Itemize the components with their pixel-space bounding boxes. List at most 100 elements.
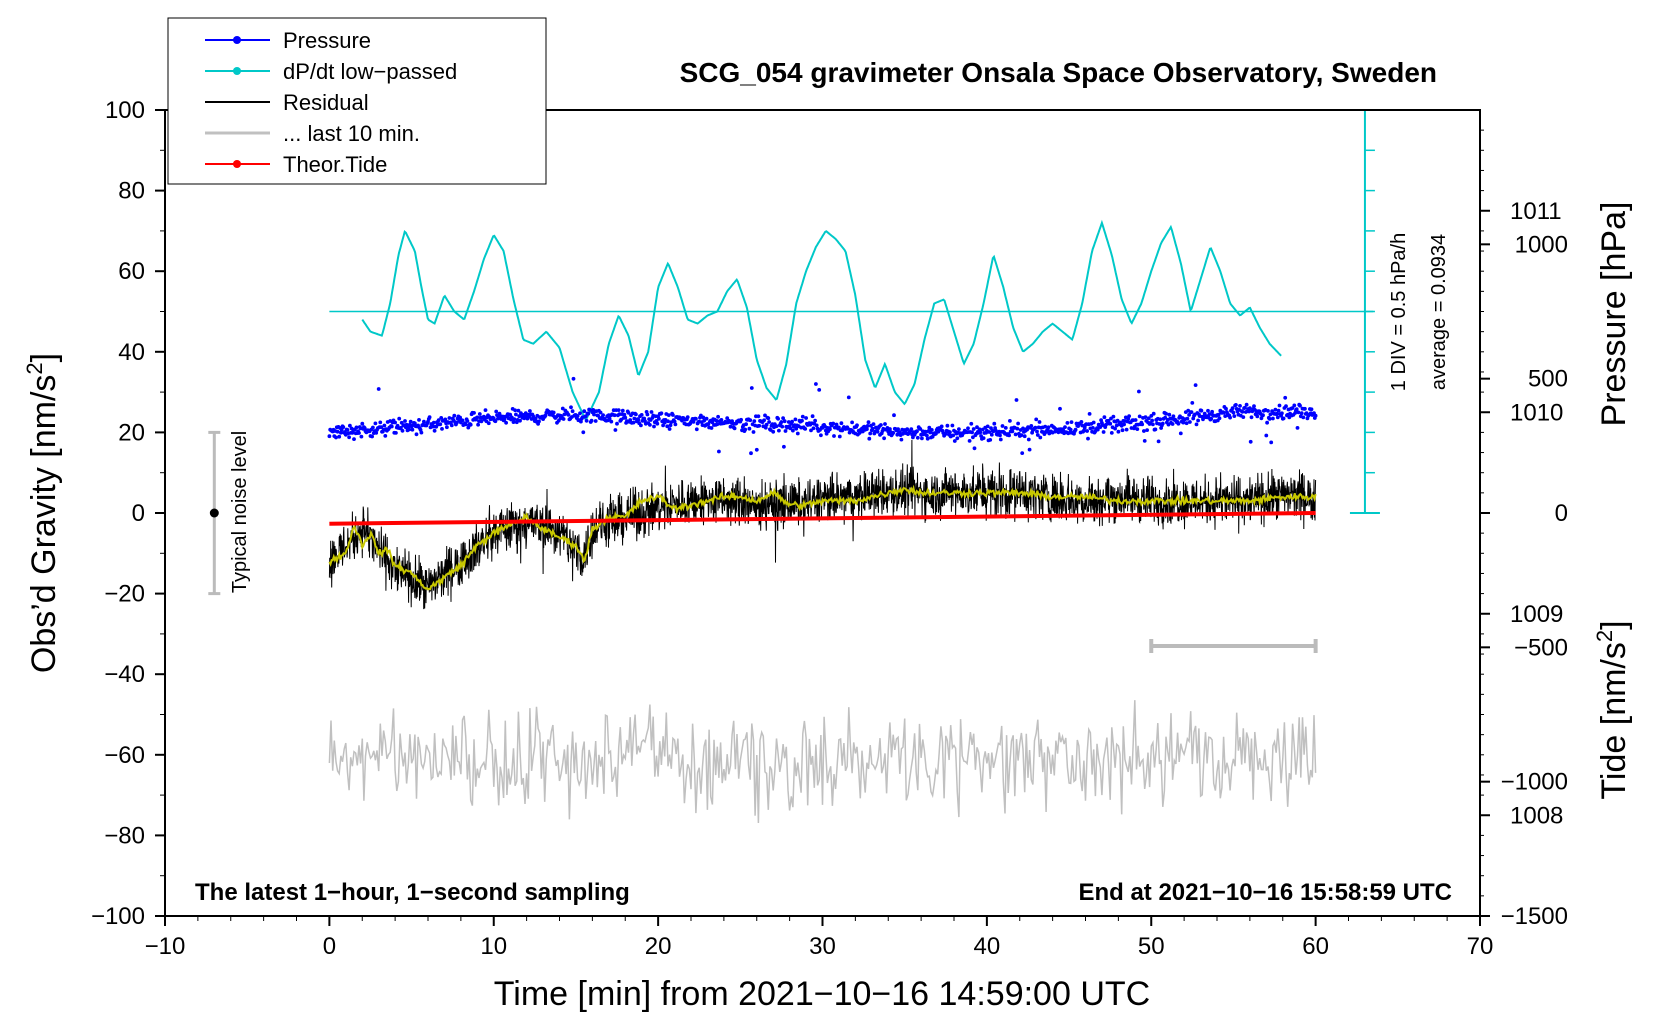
pressure-point (460, 418, 465, 423)
pressure-point (1252, 404, 1256, 409)
pressure-point (945, 423, 950, 428)
y-left-tick-label: −40 (104, 661, 145, 688)
pressure-point (1026, 437, 1031, 442)
pressure-point (468, 422, 473, 427)
pressure-point (631, 420, 636, 425)
pressure-point (955, 436, 960, 441)
pressure-point (1221, 410, 1226, 415)
pressure-point (701, 415, 706, 420)
pressure-point (819, 433, 823, 438)
pressure-point (449, 420, 453, 425)
pressure-point (628, 418, 633, 422)
pressure-point (892, 413, 896, 418)
pressure-point (1124, 427, 1129, 432)
pressure-point (1243, 405, 1247, 410)
pressure-point (985, 424, 990, 429)
pressure-point (948, 430, 952, 435)
pressure-point (362, 426, 367, 430)
pressure-point (1080, 423, 1085, 428)
pressure-point (868, 431, 873, 436)
pressure-point (378, 420, 383, 425)
pressure-point (472, 411, 476, 415)
pressure-point (715, 422, 720, 427)
legend-marker (233, 160, 241, 168)
pressure-point (668, 423, 673, 428)
pressure-point (339, 428, 344, 432)
pressure-point (493, 419, 498, 424)
pressure-point (1264, 433, 1269, 438)
pressure-point (1137, 389, 1141, 394)
x-axis-label: Time [min] from 2021−10−16 14:59:00 UTC (494, 975, 1150, 1013)
pressure-point (739, 417, 743, 422)
pressure-point (1294, 407, 1299, 412)
pressure-point (915, 429, 919, 434)
y-left-tick-label: 20 (118, 419, 145, 446)
pressure-point (593, 419, 598, 423)
pressure-point (400, 428, 405, 433)
pressure-point (871, 422, 876, 426)
pressure-point (1202, 411, 1207, 416)
pressure-point (1277, 403, 1282, 408)
tide-line (329, 511, 1316, 526)
pressure-point (1122, 422, 1126, 427)
pressure-point (511, 420, 516, 424)
pressure-point (1146, 416, 1151, 421)
pressure-point (756, 414, 761, 419)
pressure-point (1013, 432, 1018, 437)
pressure-point (639, 423, 643, 428)
pressure-point (1037, 420, 1042, 424)
pressure-point (883, 422, 887, 426)
y-left-label-main: Obs’d Gravity [nm/s (25, 375, 63, 674)
pressure-point (546, 409, 551, 414)
pressure-point (777, 428, 781, 433)
pressure-point (440, 427, 444, 431)
pressure-point (891, 430, 896, 435)
pressure-point (616, 408, 621, 412)
tide-tick-label: −500 (1514, 634, 1568, 661)
pressure-point (1145, 428, 1149, 432)
pressure-point (1199, 408, 1204, 413)
pressure-point (1069, 420, 1074, 424)
pressure-point (925, 436, 930, 441)
pressure-point (1196, 418, 1200, 423)
pressure-point (791, 428, 795, 433)
pressure-point (716, 414, 720, 419)
pressure-point (1275, 411, 1279, 416)
pressure-point (1284, 404, 1288, 409)
pressure-point (1228, 415, 1232, 420)
pressure-point (1043, 424, 1048, 429)
x-tick-label: 0 (323, 933, 336, 960)
pressure-point (714, 418, 719, 423)
tide-tick-label: −1000 (1501, 769, 1568, 796)
pressure-point (1167, 412, 1172, 417)
pressure-point (846, 395, 851, 400)
x-tick-label: 50 (1138, 933, 1165, 960)
pressure-point (1158, 417, 1163, 422)
pressure-point (1091, 426, 1095, 430)
pressure-point (666, 413, 671, 417)
pressure-point (897, 430, 902, 434)
pressure-point (431, 420, 436, 425)
legend-label: Residual (283, 90, 369, 115)
pressure-point (1313, 413, 1318, 418)
pressure-point (514, 412, 518, 417)
pressure-point (1135, 427, 1140, 431)
pressure-point (648, 423, 652, 427)
pressure-point (1309, 407, 1314, 412)
pressure-point (1281, 416, 1286, 421)
pressure-point (1133, 418, 1138, 422)
footer-left-note: The latest 1−hour, 1−second sampling (195, 879, 630, 906)
pressure-point (615, 421, 619, 426)
pressure-point (1102, 415, 1107, 420)
pressure-point (788, 426, 793, 431)
pressure-point (1238, 404, 1242, 408)
pressure-point (649, 410, 654, 414)
pressure-point (850, 420, 854, 425)
pressure-point (831, 421, 836, 426)
pressure-point (518, 418, 522, 423)
pressure-point (691, 420, 696, 424)
average-label: average = 0.0934 (1428, 234, 1450, 390)
pressure-point (354, 425, 359, 430)
pressure-point (1234, 403, 1238, 407)
pressure-point (779, 420, 784, 424)
